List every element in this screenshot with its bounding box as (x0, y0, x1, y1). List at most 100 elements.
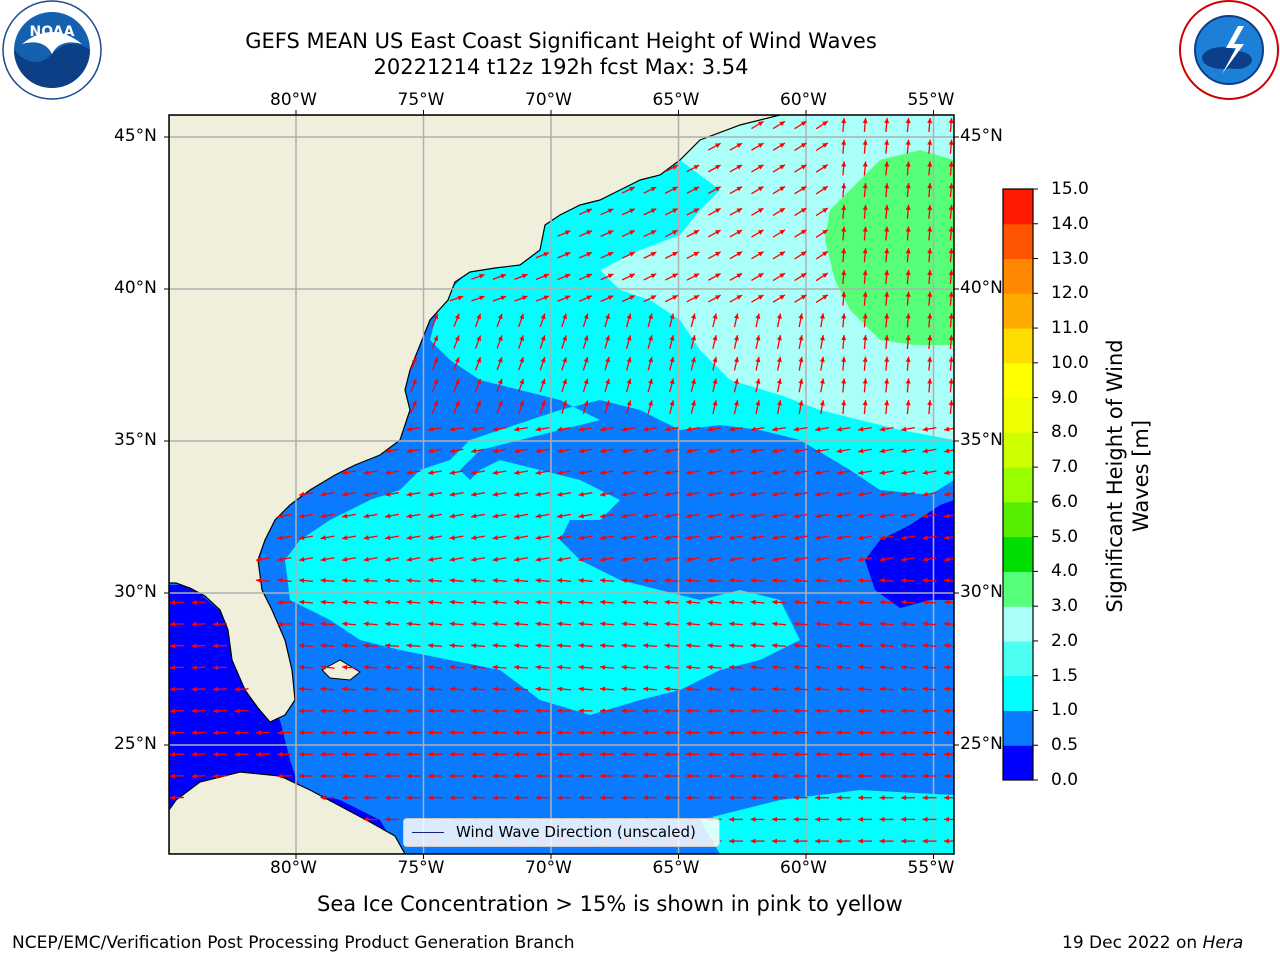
wind-wave-arrow (449, 730, 464, 736)
wind-wave-arrow (384, 578, 400, 584)
wind-wave-arrow (728, 643, 744, 649)
wind-wave-arrow (750, 491, 765, 497)
wind-wave-arrow (664, 643, 679, 649)
wind-wave-arrow (535, 513, 550, 519)
wind-wave-arrow (664, 556, 679, 562)
wind-wave-arrow (669, 378, 675, 393)
wind-wave-arrow (751, 294, 764, 303)
wind-wave-arrow (621, 621, 636, 627)
lat-label-left: 25°N (114, 734, 157, 754)
wind-wave-arrow (798, 356, 804, 371)
wind-wave-arrow (600, 751, 614, 757)
wind-wave-arrow (621, 229, 636, 238)
wind-wave-arrow (643, 208, 657, 216)
wind-wave-arrow (642, 556, 658, 562)
colorbar-segment (1003, 536, 1033, 572)
wind-wave-arrow (900, 448, 916, 454)
wind-wave-arrow (642, 535, 658, 541)
footer-host: Hera (1202, 933, 1244, 953)
wind-wave-arrow (600, 708, 614, 714)
wind-wave-arrow (948, 139, 954, 154)
wind-wave-arrow (470, 686, 486, 692)
wind-wave-arrow (599, 448, 615, 454)
wind-wave-arrow (514, 795, 528, 801)
wind-wave-arrow (793, 773, 808, 779)
wind-wave-arrow (857, 621, 873, 627)
wind-wave-arrow (535, 273, 550, 281)
wind-wave-arrow (815, 838, 829, 844)
wind-wave-arrow (707, 621, 722, 627)
wind-wave-arrow (518, 313, 525, 328)
wind-wave-arrow (410, 378, 417, 393)
wind-wave-arrow (556, 448, 572, 454)
wind-wave-arrow (449, 599, 464, 605)
wind-wave-arrow (686, 795, 700, 801)
wind-wave-arrow (599, 664, 615, 670)
wind-wave-arrow (277, 535, 292, 541)
wind-wave-arrow (948, 204, 954, 219)
wind-wave-arrow (578, 426, 593, 432)
wind-wave-arrow (686, 186, 700, 194)
wind-wave-arrow (621, 730, 636, 736)
wind-wave-arrow (836, 621, 851, 627)
wind-wave-arrow (578, 208, 593, 216)
wind-wave-arrow (298, 686, 314, 692)
wind-wave-arrow (169, 665, 185, 671)
wind-wave-arrow (427, 426, 443, 432)
wind-wave-arrow (492, 470, 507, 476)
wind-wave-arrow (943, 535, 954, 541)
wind-wave-arrow (879, 664, 894, 670)
wind-wave-arrow (647, 400, 653, 415)
wind-wave-arrow (191, 708, 206, 714)
wind-wave-arrow (819, 313, 825, 328)
wind-wave-arrow (900, 643, 916, 649)
wind-wave-arrow (363, 708, 378, 714)
wind-wave-arrow (750, 730, 765, 736)
wind-wave-arrow (169, 708, 185, 714)
wind-wave-arrow (729, 795, 743, 801)
wind-wave-arrow (686, 207, 700, 216)
wind-wave-arrow (905, 334, 911, 350)
wind-wave-arrow (862, 334, 868, 350)
wind-wave-arrow (599, 599, 615, 605)
wind-wave-arrow (599, 535, 615, 541)
wind-wave-arrow (879, 795, 894, 801)
wind-wave-arrow (862, 204, 868, 219)
wind-wave-arrow (814, 643, 830, 649)
wind-wave-arrow (599, 643, 615, 649)
wind-wave-arrow (771, 426, 787, 432)
wind-wave-arrow (449, 491, 464, 497)
wind-wave-arrow (191, 599, 206, 605)
wind-wave-arrow (755, 400, 761, 415)
wind-wave-arrow (772, 751, 786, 757)
wind-wave-arrow (901, 795, 915, 801)
wind-wave-arrow (600, 795, 614, 801)
wind-wave-arrow (884, 117, 890, 133)
wind-wave-arrow (836, 578, 851, 584)
wind-wave-arrow (707, 708, 722, 714)
wind-wave-arrow (900, 599, 916, 605)
wind-wave-arrow (815, 250, 829, 260)
wind-wave-arrow (625, 335, 632, 349)
wind-wave-arrow (647, 335, 653, 349)
wind-wave-arrow (556, 686, 572, 692)
axis-ticks (164, 110, 959, 859)
wind-wave-arrow (836, 838, 851, 844)
wind-wave-arrow (772, 730, 786, 736)
wind-wave-arrow (449, 664, 464, 670)
wind-wave-arrow (664, 621, 679, 627)
wind-wave-arrow (771, 643, 787, 649)
wind-wave-arrow (755, 356, 761, 371)
wind-wave-arrow (385, 730, 399, 736)
wind-wave-arrow (712, 335, 718, 349)
wind-wave-arrow (771, 448, 787, 454)
wind-wave-arrow (771, 535, 787, 541)
wind-wave-arrow (733, 378, 739, 393)
wind-wave-arrow (557, 230, 571, 237)
wind-wave-arrow (341, 599, 357, 605)
wind-wave-arrow (496, 335, 503, 349)
wind-wave-arrow (664, 686, 679, 692)
wind-wave-arrow (793, 556, 808, 562)
wind-wave-arrow (535, 426, 550, 432)
wind-wave-arrow (685, 686, 701, 692)
